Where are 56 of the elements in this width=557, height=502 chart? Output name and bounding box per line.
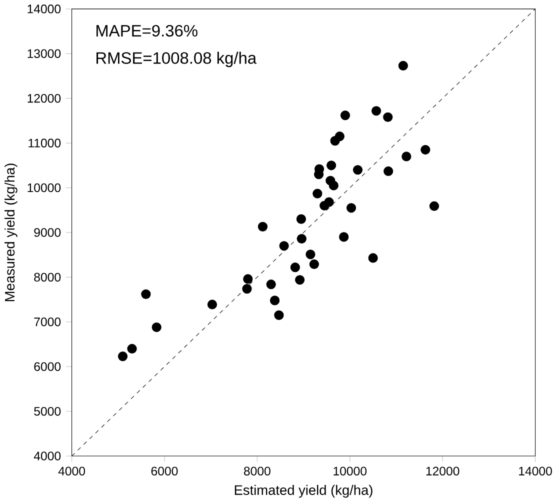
x-tick-label: 12000 xyxy=(426,466,460,476)
point xyxy=(152,322,162,332)
y-tick-label: 7000 xyxy=(34,317,61,326)
point xyxy=(326,160,336,170)
point xyxy=(290,262,300,272)
point xyxy=(368,253,378,263)
x-tick-label: 8000 xyxy=(244,466,270,476)
y-tick-label: 5000 xyxy=(34,406,61,416)
point xyxy=(420,144,430,154)
point xyxy=(279,240,289,251)
x-tick-label: 14000 xyxy=(519,466,552,476)
point xyxy=(296,234,306,244)
point xyxy=(328,180,338,190)
y-tick-label: 10000 xyxy=(28,183,61,192)
point xyxy=(270,296,280,306)
y-tick-label: 14000 xyxy=(28,4,61,14)
point xyxy=(306,249,316,260)
y-axis-title: Measured yield (kg/ha) xyxy=(4,164,18,301)
point xyxy=(398,60,408,70)
point xyxy=(429,201,440,211)
point xyxy=(309,259,319,269)
point xyxy=(402,152,412,162)
point xyxy=(312,188,322,198)
point xyxy=(266,279,276,290)
point xyxy=(339,232,349,242)
y-tick-label: 8000 xyxy=(34,272,61,282)
x-tick-label: 10000 xyxy=(334,466,367,476)
point xyxy=(324,197,334,207)
annotation: MAPE=9.36% xyxy=(96,24,198,36)
y-tick-label: 4000 xyxy=(34,452,61,460)
y-tick-label: 13000 xyxy=(28,49,61,58)
point xyxy=(258,222,268,232)
point xyxy=(274,310,284,320)
point xyxy=(296,214,306,224)
x-tick-label: 6000 xyxy=(151,466,178,476)
y-tick-label: 6000 xyxy=(34,362,61,371)
point xyxy=(384,166,394,176)
point xyxy=(242,284,252,294)
y-tick-label: 9000 xyxy=(34,228,61,237)
point xyxy=(141,289,151,299)
annotation: RMSE=1008.08 kg/ha xyxy=(96,52,257,68)
point xyxy=(118,351,128,362)
point xyxy=(334,131,344,142)
point xyxy=(352,164,363,175)
x-tick-label: 4000 xyxy=(58,466,86,476)
point xyxy=(243,274,253,284)
y-tick-label: 12000 xyxy=(28,94,61,103)
point xyxy=(207,300,218,310)
y-tick-label: 11000 xyxy=(28,138,61,148)
point xyxy=(340,110,350,120)
point xyxy=(295,274,305,285)
point xyxy=(383,112,393,122)
x-axis-title: Estimated yield (kg/ha) xyxy=(234,484,372,498)
point xyxy=(127,344,137,354)
point xyxy=(371,106,382,116)
point xyxy=(346,202,356,213)
